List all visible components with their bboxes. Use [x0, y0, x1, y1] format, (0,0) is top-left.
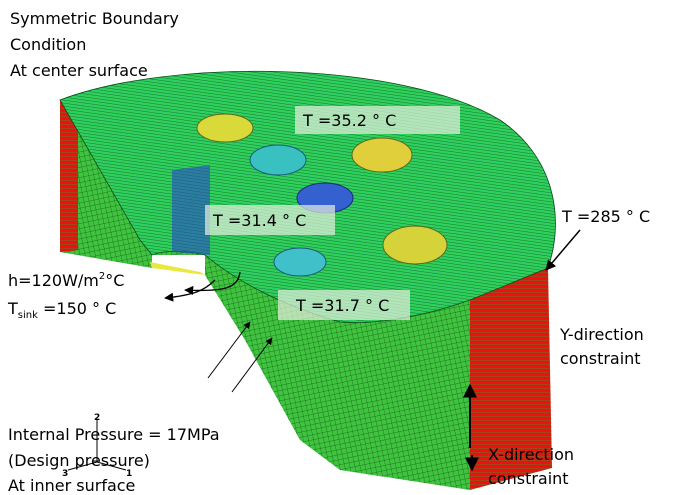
label: Y-direction: [559, 325, 644, 344]
label: At center surface: [10, 61, 148, 80]
arrow: [165, 280, 215, 298]
arrow: [208, 322, 250, 378]
temp-label: T =31.7 ° C: [295, 296, 389, 315]
label: (Design pressure): [8, 451, 150, 470]
hole: [274, 248, 326, 276]
label: X-direction: [488, 445, 574, 464]
label: constraint: [488, 469, 569, 488]
label: constraint: [560, 349, 641, 368]
convection-label: h=120W/m2°C: [8, 271, 124, 290]
hole: [197, 114, 253, 142]
label: Symmetric Boundary: [10, 9, 179, 28]
hole: [250, 145, 306, 175]
text: =150 ° C: [38, 299, 116, 318]
hole: [352, 138, 412, 172]
text: h=120W/m: [8, 271, 99, 290]
axis-label: 2: [94, 413, 100, 423]
text: T: [7, 299, 18, 318]
text: °C: [105, 271, 124, 290]
temp-label: T =35.2 ° C: [302, 111, 396, 130]
temp-label: T =285 ° C: [561, 207, 650, 226]
diagram: Symmetric Boundary Condition At center s…: [0, 0, 682, 495]
yellow-edge: [150, 262, 205, 275]
temp-label: T =31.4 ° C: [212, 211, 306, 230]
label: At inner surface: [8, 476, 135, 495]
text: sink: [18, 310, 38, 321]
front-face: [340, 300, 470, 490]
blue-patch: [172, 165, 210, 255]
sink-label: Tsink =150 ° C: [7, 299, 116, 321]
label: Condition: [10, 35, 86, 54]
label: Internal Pressure = 17MPa: [8, 425, 220, 444]
hole: [383, 226, 447, 264]
